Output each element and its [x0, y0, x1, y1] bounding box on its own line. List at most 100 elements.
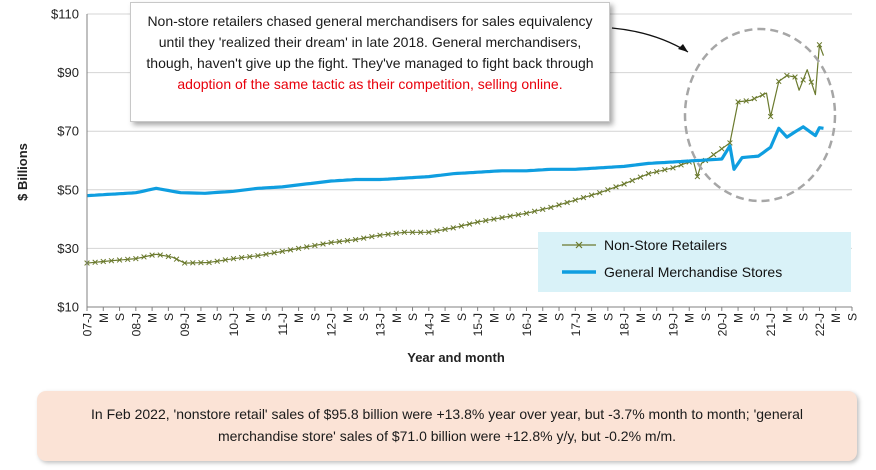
x-tick-label: 21-J: [764, 313, 778, 336]
data-point-nonstore: [792, 74, 798, 80]
x-tick-label: M: [390, 313, 404, 323]
data-point-nonstore: [222, 257, 229, 263]
x-tick-label: S: [211, 313, 225, 321]
data-point-nonstore: [149, 252, 155, 258]
data-point-nonstore: [336, 238, 343, 245]
data-point-nonstore: [523, 210, 530, 216]
callout-arrowhead: [678, 44, 688, 52]
data-point-nonstore: [474, 219, 481, 225]
data-point-nonstore: [548, 204, 554, 211]
data-point-nonstore: [417, 229, 424, 236]
data-point-nonstore: [100, 258, 107, 265]
data-point-nonstore: [556, 202, 562, 208]
data-point-nonstore: [719, 146, 725, 152]
data-point-nonstore: [377, 232, 383, 238]
x-tick-label: S: [113, 313, 127, 321]
legend-swatch-nonstore: [562, 241, 596, 249]
data-point-nonstore: [108, 257, 115, 264]
x-tick-label: M: [829, 313, 843, 323]
data-point-nonstore: [116, 257, 123, 263]
data-point-nonstore: [450, 225, 456, 231]
data-point-nonstore: [596, 189, 603, 196]
x-tick-label: S: [650, 313, 664, 321]
data-point-nonstore: [263, 251, 269, 258]
data-point-nonstore: [124, 256, 131, 263]
x-tick-label: S: [748, 313, 762, 321]
data-point-nonstore: [621, 181, 627, 187]
data-point-nonstore: [499, 214, 505, 221]
data-point-nonstore: [442, 226, 448, 233]
y-tick-label: $90: [57, 65, 79, 80]
data-point-nonstore: [572, 197, 579, 203]
legend-item-general: General Merchandise Stores: [560, 264, 782, 280]
summary-footer: In Feb 2022, 'nonstore retail' sales of …: [37, 391, 857, 461]
series-line-general: [86, 125, 824, 198]
x-tick-label: 12-J: [325, 313, 339, 336]
data-point-nonstore: [133, 255, 139, 262]
data-point-nonstore: [751, 95, 758, 102]
x-tick-label: M: [536, 313, 550, 323]
x-axis-label: Year and month: [407, 350, 505, 365]
data-point-nonstore: [141, 254, 147, 260]
data-point-nonstore: [409, 229, 416, 236]
x-tick-label: M: [780, 313, 794, 323]
x-tick-label: S: [357, 313, 371, 321]
legend-label-nonstore: Non-Store Retailers: [604, 237, 727, 253]
data-point-nonstore: [157, 252, 163, 258]
data-point-nonstore: [312, 242, 318, 249]
x-tick-label: S: [699, 313, 713, 321]
x-tick-label: S: [308, 313, 322, 321]
x-tick-label: S: [260, 313, 274, 321]
data-point-nonstore: [808, 79, 815, 85]
x-tick-label: 09-J: [178, 313, 192, 336]
x-tick-label: M: [97, 313, 111, 323]
x-tick-label: S: [162, 313, 176, 321]
data-point-nonstore: [605, 187, 611, 193]
data-point-nonstore: [710, 151, 717, 158]
highlight-ellipse: [683, 27, 837, 203]
data-point-nonstore: [759, 92, 766, 98]
y-tick-label: $110: [51, 7, 79, 22]
data-point-nonstore: [483, 217, 489, 224]
data-point-nonstore: [564, 199, 570, 206]
data-point-nonstore: [238, 254, 245, 261]
data-point-nonstore: [507, 213, 513, 219]
data-point-nonstore: [279, 248, 286, 255]
data-point-nonstore: [613, 184, 619, 190]
series-layer: [84, 42, 825, 266]
data-point-nonstore: [531, 208, 538, 215]
data-point-nonstore: [214, 258, 220, 264]
x-tick-label: S: [455, 313, 469, 321]
data-point-nonstore: [385, 231, 391, 237]
y-axis-label: $ Billions: [15, 143, 30, 201]
legend-label-general: General Merchandise Stores: [604, 264, 783, 280]
data-point-nonstore: [662, 167, 668, 173]
y-tick-labels: $10 $30 $50 $70 $90 $110: [51, 7, 79, 315]
x-tick-label: M: [243, 313, 257, 323]
callout-arrow: [611, 27, 689, 53]
x-tick-label: 15-J: [471, 313, 485, 336]
data-point-nonstore: [727, 140, 733, 146]
data-point-nonstore: [92, 259, 98, 266]
data-point-nonstore: [426, 229, 432, 236]
x-tick-label: 14-J: [422, 313, 436, 336]
data-point-nonstore: [320, 241, 326, 247]
x-tick-label: S: [406, 313, 420, 321]
data-point-nonstore: [295, 245, 302, 252]
x-tick-labels: 07-J M S 08-J M S 09-J M S 10-J M S 11-J M S 12-J M S 13-J…: [81, 313, 860, 336]
data-point-nonstore: [352, 236, 359, 243]
x-tick-label: 16-J: [520, 313, 534, 336]
x-tick-label: M: [194, 313, 208, 323]
data-point-nonstore: [287, 247, 294, 253]
data-point-nonstore: [637, 174, 644, 180]
data-point-nonstore: [784, 72, 790, 79]
y-tick-label: $30: [57, 241, 79, 256]
x-tick-label: S: [846, 313, 860, 321]
data-point-nonstore: [230, 255, 237, 262]
data-point-nonstore: [458, 223, 465, 229]
data-point-nonstore: [735, 99, 741, 105]
data-point-nonstore: [393, 230, 400, 237]
data-point-nonstore: [369, 233, 375, 240]
y-tick-label: $10: [57, 300, 79, 315]
